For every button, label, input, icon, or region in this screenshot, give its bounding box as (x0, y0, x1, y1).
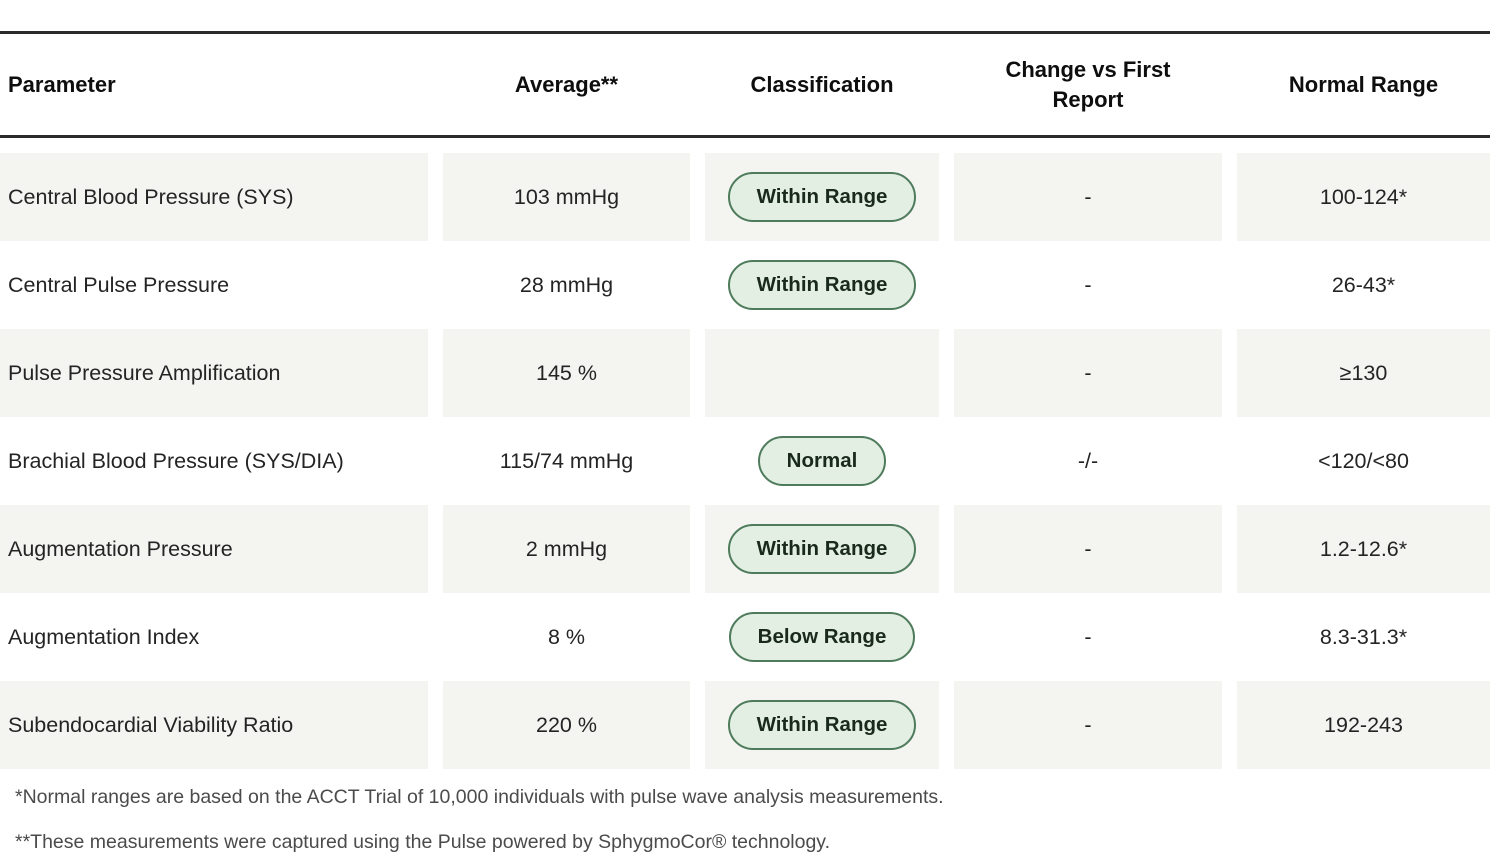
cell-change-vs-first-report: - (954, 681, 1222, 769)
cell-normal-range: 100-124* (1237, 153, 1490, 241)
cell-change-vs-first-report: - (954, 505, 1222, 593)
cell-classification: Within Range (705, 241, 939, 329)
classification-badge: Within Range (727, 172, 917, 222)
header-cell-normal-range: Normal Range (1237, 34, 1490, 135)
classification-badge: Below Range (728, 612, 916, 662)
cell-change-vs-first-report: - (954, 593, 1222, 681)
classification-badge: Within Range (727, 260, 917, 310)
header-cell-parameter: Parameter (0, 34, 428, 135)
cell-normal-range: 26-43* (1237, 241, 1490, 329)
header-cell-change-vs-first-report: Change vs First Report (954, 34, 1222, 135)
table-row: Pulse Pressure Amplification 145 % - ≥130 (0, 329, 1490, 417)
cell-classification: Within Range (705, 505, 939, 593)
cell-normal-range: <120/<80 (1237, 417, 1490, 505)
table-header: Parameter Average** Classification Chang… (0, 31, 1490, 138)
cell-classification: Within Range (705, 681, 939, 769)
cell-parameter: Brachial Blood Pressure (SYS/DIA) (0, 417, 428, 505)
classification-badge: Within Range (727, 700, 917, 750)
cell-average: 2 mmHg (443, 505, 690, 593)
cell-classification: Below Range (705, 593, 939, 681)
header-label-change-vs-first-report: Change vs First Report (1005, 56, 1171, 112)
header-label-normal-range: Normal Range (1288, 71, 1439, 97)
cell-normal-range: 1.2-12.6* (1237, 505, 1490, 593)
header-label-average: Average** (514, 71, 619, 97)
cell-parameter: Augmentation Index (0, 593, 428, 681)
cell-normal-range: 192-243 (1237, 681, 1490, 769)
table-row: Brachial Blood Pressure (SYS/DIA) 115/74 … (0, 417, 1490, 505)
table-row: Central Blood Pressure (SYS) 103 mmHg With… (0, 153, 1490, 241)
cell-average: 220 % (443, 681, 690, 769)
header-cell-classification: Classification (705, 34, 939, 135)
footnote-sphygmocor: **These measurements were captured using… (15, 830, 831, 853)
cell-classification: Normal (705, 417, 939, 505)
table-body: Central Blood Pressure (SYS) 103 mmHg With… (0, 153, 1490, 769)
cell-parameter: Pulse Pressure Amplification (0, 329, 428, 417)
cell-normal-range: ≥130 (1237, 329, 1490, 417)
cell-average: 115/74 mmHg (443, 417, 690, 505)
table-row: Augmentation Pressure 2 mmHg Within Range -… (0, 505, 1490, 593)
classification-badge: Normal (757, 436, 887, 486)
cell-normal-range: 8.3-31.3* (1237, 593, 1490, 681)
classification-badge: Within Range (727, 524, 917, 574)
cell-classification (705, 329, 939, 417)
footnotes: *Normal ranges are based on the ACCT Tri… (0, 786, 1490, 853)
header-label-parameter: Parameter (8, 71, 116, 97)
cell-average: 8 % (443, 593, 690, 681)
header-cell-average: Average** (443, 34, 690, 135)
cell-average: 28 mmHg (443, 241, 690, 329)
cell-average: 103 mmHg (443, 153, 690, 241)
cell-classification: Within Range (705, 153, 939, 241)
cell-change-vs-first-report: -/- (954, 417, 1222, 505)
cell-change-vs-first-report: - (954, 329, 1222, 417)
table-row: Central Pulse Pressure 28 mmHg Within Rang… (0, 241, 1490, 329)
table-row: Subendocardial Viability Ratio 220 % Withi… (0, 681, 1490, 769)
header-label-classification: Classification (750, 71, 894, 97)
cell-parameter: Central Blood Pressure (SYS) (0, 153, 428, 241)
cell-change-vs-first-report: - (954, 241, 1222, 329)
footnote-acct: *Normal ranges are based on the ACCT Tri… (15, 786, 944, 808)
cell-parameter: Subendocardial Viability Ratio (0, 681, 428, 769)
cell-average: 145 % (443, 329, 690, 417)
cell-change-vs-first-report: - (954, 153, 1222, 241)
cell-parameter: Augmentation Pressure (0, 505, 428, 593)
table-row: Augmentation Index 8 % Below Range -8.3-31.… (0, 593, 1490, 681)
cell-parameter: Central Pulse Pressure (0, 241, 428, 329)
